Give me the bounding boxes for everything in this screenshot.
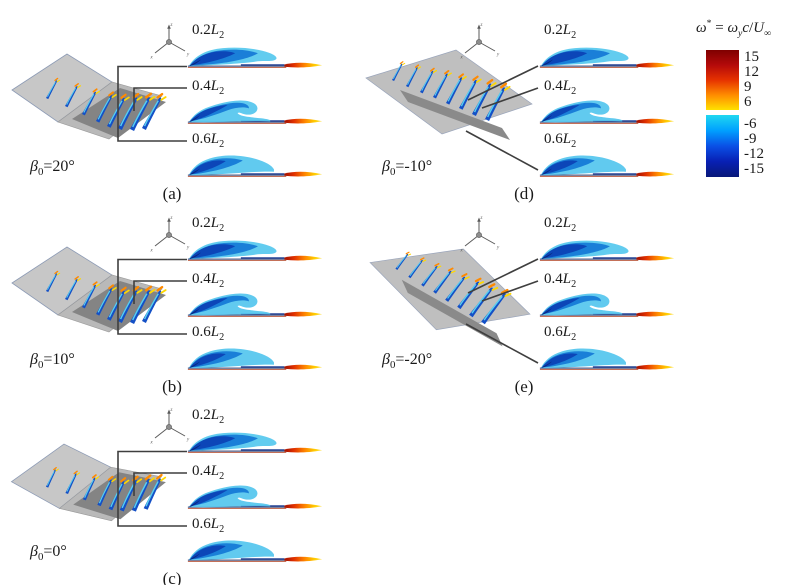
axis-z-label: z [170, 216, 173, 221]
slice-connector-lines [465, 65, 539, 171]
colorbar: ω* = ωyc/U∞ 15 12 9 6 -6 -9 -12 -15 [695, 18, 800, 183]
coordinate-axes-icon: z x y [460, 23, 501, 61]
subfigure-panel: z x y 0.2L2 0.4L2 0.6L2 [352, 0, 712, 203]
vortex-shadow [400, 90, 510, 140]
subfigure-panel: z x y 0.2L2 0.4L2 0.6L2 [0, 385, 360, 585]
colorbar-tick: -6 [744, 116, 757, 132]
wing-3d-view [365, 49, 533, 140]
axis-z-label: z [480, 23, 483, 28]
cross-section-0.2L2: 0.2L2 [186, 407, 328, 459]
colorbar-tick: -9 [744, 131, 757, 147]
axis-y-label: y [186, 438, 190, 443]
coordinate-axes-icon: z x y [150, 23, 191, 61]
slice-label-0.4L2: 0.4L2 [192, 271, 225, 290]
slice-connector-lines [117, 450, 187, 527]
slice-label-0.4L2: 0.4L2 [544, 271, 577, 290]
colorbar-tick: 6 [744, 94, 752, 110]
coordinate-axes-icon: z x y [460, 216, 501, 254]
axis-x-label: x [150, 441, 154, 446]
cross-section-0.2L2: 0.2L2 [186, 215, 328, 267]
cross-section-0.6L2: 0.6L2 [538, 131, 680, 183]
slice-connector-lines [465, 258, 539, 364]
cross-section-0.6L2: 0.6L2 [186, 131, 328, 183]
colorbar-tick: -12 [744, 146, 764, 162]
cross-section-0.6L2: 0.6L2 [186, 324, 328, 376]
axis-y-label: y [496, 246, 500, 251]
colorbar-tick: 12 [744, 64, 759, 80]
wing-3d-view [11, 246, 167, 333]
beta-angle-label: β0=0° [30, 543, 67, 564]
subfigure-panel: z x y 0.2L2 0.4L2 0.6L2 [352, 193, 712, 396]
axis-x-label: x [460, 249, 464, 254]
slice-label-0.6L2: 0.6L2 [192, 131, 225, 150]
axis-y-label: y [186, 246, 190, 251]
axis-x-label: x [150, 56, 154, 61]
slice-connector-lines [117, 258, 187, 335]
vortex-shadow [73, 472, 166, 520]
axis-z-label: z [170, 23, 173, 28]
slice-label-0.2L2: 0.2L2 [544, 22, 577, 41]
panel-letter: (d) [514, 184, 534, 203]
axis-y-label: y [186, 53, 190, 58]
colorbar-negative-bar [706, 115, 739, 177]
colorbar-negative-labels: -6 -9 -12 -15 [744, 116, 764, 177]
cross-section-0.4L2: 0.4L2 [186, 271, 328, 323]
cross-section-0.2L2: 0.2L2 [186, 22, 328, 74]
slice-label-0.4L2: 0.4L2 [192, 78, 225, 97]
coordinate-axes-icon: z x y [150, 216, 191, 254]
slice-label-0.6L2: 0.6L2 [192, 324, 225, 343]
cross-section-0.4L2: 0.4L2 [186, 78, 328, 130]
slice-label-0.2L2: 0.2L2 [544, 215, 577, 234]
slice-connector-lines [117, 65, 187, 142]
axis-x-label: x [150, 249, 154, 254]
beta-angle-label: β0=-10° [382, 158, 433, 179]
cross-section-0.4L2: 0.4L2 [186, 463, 328, 515]
axis-z-label: z [170, 408, 173, 413]
panel-letter: (b) [162, 377, 182, 396]
colorbar-positive-labels: 15 12 9 6 [744, 49, 759, 110]
cross-section-0.6L2: 0.6L2 [538, 324, 680, 376]
cross-section-0.4L2: 0.4L2 [538, 78, 680, 130]
cross-section-0.4L2: 0.4L2 [538, 271, 680, 323]
colorbar-positive-bar [706, 50, 739, 110]
cross-section-0.6L2: 0.6L2 [186, 516, 328, 568]
panel-letter: (c) [162, 569, 182, 585]
beta-angle-label: β0=20° [30, 158, 75, 179]
slice-label-0.6L2: 0.6L2 [544, 324, 577, 343]
panel-letter: (a) [162, 184, 182, 203]
colorbar-tick: 9 [744, 79, 752, 95]
colorbar-tick: -15 [744, 161, 764, 177]
vortex-shadow [72, 281, 166, 331]
slice-label-0.2L2: 0.2L2 [192, 215, 225, 234]
slice-label-0.6L2: 0.6L2 [544, 131, 577, 150]
colorbar-title: ω* = ωyc/U∞ [696, 18, 771, 39]
cross-section-0.2L2: 0.2L2 [538, 215, 680, 267]
axis-z-label: z [480, 216, 483, 221]
cross-section-0.2L2: 0.2L2 [538, 22, 680, 74]
slice-label-0.4L2: 0.4L2 [192, 463, 225, 482]
slice-label-0.2L2: 0.2L2 [192, 22, 225, 41]
beta-angle-label: β0=-20° [382, 351, 433, 372]
subfigure-panel: z x y 0.2L2 0.4L2 0.6L2 [0, 193, 360, 396]
wing-3d-view [10, 443, 169, 522]
colorbar-tick: 15 [744, 49, 759, 65]
slice-label-0.6L2: 0.6L2 [192, 516, 225, 535]
panel-letter: (e) [514, 377, 534, 396]
wing-3d-view [11, 53, 167, 140]
coordinate-axes-icon: z x y [150, 408, 191, 446]
slice-label-0.4L2: 0.4L2 [544, 78, 577, 97]
beta-angle-label: β0=10° [30, 351, 75, 372]
subfigure-panel: z x y 0.2L2 0.4L2 0.6L2 [0, 0, 360, 203]
vortex-shadow [72, 88, 166, 138]
slice-label-0.2L2: 0.2L2 [192, 407, 225, 426]
axis-y-label: y [496, 53, 500, 58]
axis-x-label: x [460, 56, 464, 61]
